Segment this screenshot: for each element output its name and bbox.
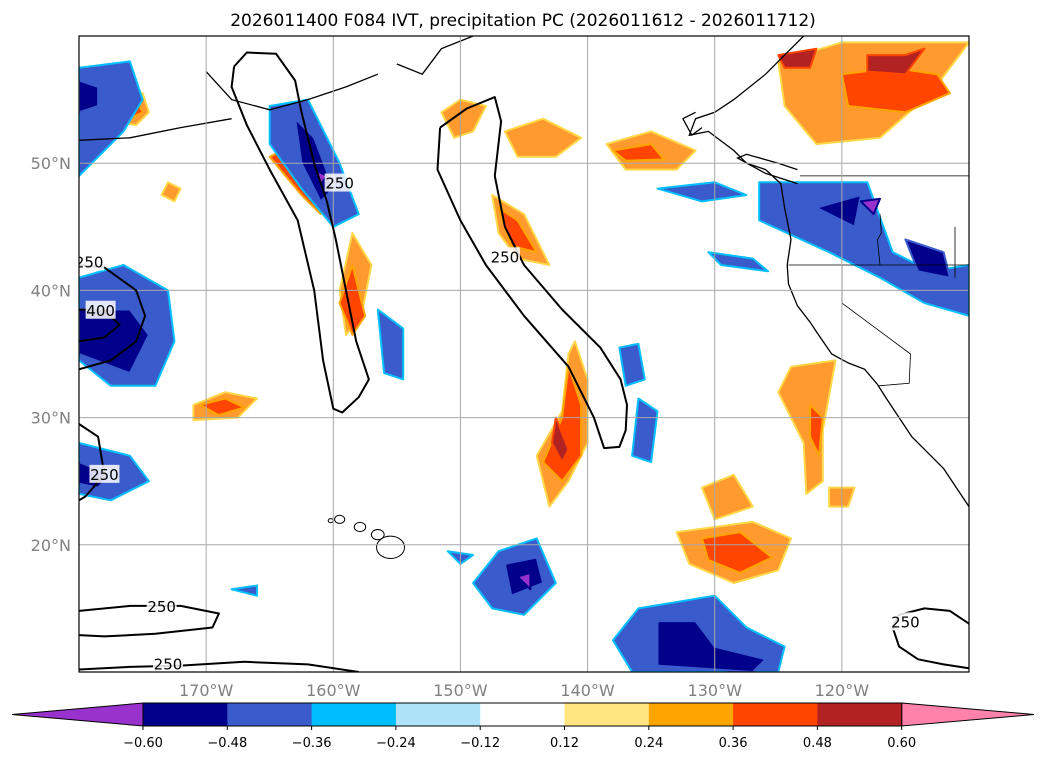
ivt-contour-label: 250 <box>154 655 183 673</box>
precip-region-neg-4-3 <box>656 620 767 672</box>
precip-region-pos-2-0 <box>551 416 570 464</box>
precip-region-pos-1-7 <box>701 531 773 574</box>
precip-region-neg-4-4 <box>815 194 862 228</box>
ivt-contour-6 <box>79 660 359 672</box>
lon-tick-label: 120°W <box>815 681 870 700</box>
lat-tick-label: 30°N <box>31 409 71 428</box>
lon-tick-label: 170°W <box>179 681 234 700</box>
precip-region-pos-0-5 <box>440 98 487 139</box>
precip-region-pos-0-1 <box>160 181 182 203</box>
ivt-contour-label: 400 <box>86 302 115 320</box>
lon-tick-label: 160°W <box>306 681 361 700</box>
precip-region-neg-4-6 <box>79 79 100 114</box>
precip-region-pos-2-2 <box>777 47 818 69</box>
ivt-label-bg-0 <box>324 173 355 192</box>
ivt-contour-label: 250 <box>75 253 104 271</box>
precip-region-neg-3-10 <box>758 181 969 317</box>
coastlines <box>79 36 969 560</box>
precip-region-neg-5-1 <box>516 571 532 591</box>
ivt-contour-label: 250 <box>325 175 354 193</box>
border-3 <box>877 214 882 266</box>
colorbar-bin-5 <box>564 703 650 726</box>
ivt-label-bg-7 <box>890 612 921 631</box>
ivt-contour-label: 250 <box>90 466 119 484</box>
ivt-label-bg-3 <box>85 300 116 319</box>
hawaii-island-0 <box>376 535 405 560</box>
precip-region-pos-1-3 <box>198 397 246 417</box>
colorbar-tick-label: 0.24 <box>634 736 663 751</box>
colorbar-tick-label: −0.36 <box>292 736 332 751</box>
graticule <box>79 36 969 672</box>
colorbar-bin-4 <box>480 703 565 726</box>
hawaii-island-3 <box>334 514 346 524</box>
ivt-label-bg-2 <box>79 252 105 271</box>
colorbar-bin-7 <box>733 703 818 726</box>
ivt-label-bg-5 <box>146 597 177 616</box>
precipitation-layer <box>79 41 969 672</box>
precip-region-neg-5-2 <box>859 197 881 216</box>
colorbar-extend-max <box>901 702 1035 727</box>
precip-region-pos-1-9 <box>612 143 665 162</box>
ivt-contour-0 <box>230 51 370 414</box>
ivt-contour-5 <box>79 604 220 638</box>
hawaii-island-1 <box>370 529 385 541</box>
coastline-2 <box>205 71 379 111</box>
colorbar-tick-label: 0.48 <box>803 736 832 751</box>
colorbar-tick-label: −0.24 <box>376 736 416 751</box>
ivt-contour-label: 250 <box>891 613 920 631</box>
precip-region-neg-3-13 <box>656 181 748 203</box>
coastline-5 <box>682 111 703 137</box>
colorbar-tick-label: 0.60 <box>887 736 916 751</box>
hawaii-island-2 <box>353 521 367 533</box>
precip-region-neg-3-4 <box>376 308 405 381</box>
ivt-label-bg-1 <box>489 247 520 266</box>
ivt-label-bg-4 <box>89 464 120 483</box>
precip-region-pos-0-6 <box>503 117 583 158</box>
lat-tick-label: 50°N <box>31 154 71 173</box>
precip-region-pos-1-2 <box>338 264 367 336</box>
lat-tick-label: 20°N <box>31 536 71 555</box>
lon-tick-label: 150°W <box>433 681 488 700</box>
map-frame <box>78 35 970 673</box>
precip-region-neg-3-9 <box>707 251 770 273</box>
colorbar-bin-8 <box>817 703 903 726</box>
precip-region-neg-3-8 <box>631 397 659 464</box>
precip-region-neg-4-1 <box>79 308 150 375</box>
colorbar-extend-min <box>11 702 144 727</box>
lon-tick-label: 140°W <box>560 681 615 700</box>
ivt-label-bg-6 <box>153 654 183 672</box>
colorbar-tick-label: −0.48 <box>207 736 247 751</box>
colorbar-bin-6 <box>648 703 734 726</box>
colorbar-bin-3 <box>395 703 481 726</box>
axis-labels: 20°N 30°N 40°N 50°N 170°W 160°W 150°W 140°W 130°… <box>31 154 870 700</box>
ivt-contour-1 <box>436 96 628 450</box>
precip-region-pos-0-10 <box>777 359 837 495</box>
precip-region-neg-3-12 <box>230 584 258 597</box>
colorbar: −0.60 −0.48 −0.36 −0.24 −0.12 0.12 0.24 0.36 0.4… <box>11 702 1035 751</box>
colorbar-bin-0 <box>143 703 228 726</box>
coastline-1 <box>396 36 474 75</box>
colorbar-bin-2 <box>311 703 397 726</box>
ivt-contour-2 <box>79 264 147 371</box>
chart-title: 2026011400 F084 IVT, precipitation PC (2… <box>230 11 816 31</box>
lat-tick-label: 40°N <box>31 281 71 300</box>
ivt-contour-label: 250 <box>491 248 520 266</box>
ivt-contours: 250 250 250 400 250 250 250 250 <box>75 51 969 673</box>
coastline-0 <box>688 36 969 507</box>
colorbar-tick-label: −0.60 <box>123 736 163 751</box>
precip-region-neg-3-7 <box>618 342 646 387</box>
coastline-4 <box>736 153 798 185</box>
colorbar-tick-label: −0.12 <box>460 736 500 751</box>
colorbar-tick-label: 0.12 <box>550 736 579 751</box>
colorbar-outline <box>142 702 903 727</box>
colorbar-bin-1 <box>227 703 313 726</box>
colorbar-tick-label: 0.36 <box>719 736 748 751</box>
lon-tick-label: 130°W <box>688 681 743 700</box>
ivt-contour-label: 250 <box>147 598 176 616</box>
precip-region-pos-2-1 <box>866 47 926 76</box>
precip-region-neg-4-5 <box>904 238 951 279</box>
